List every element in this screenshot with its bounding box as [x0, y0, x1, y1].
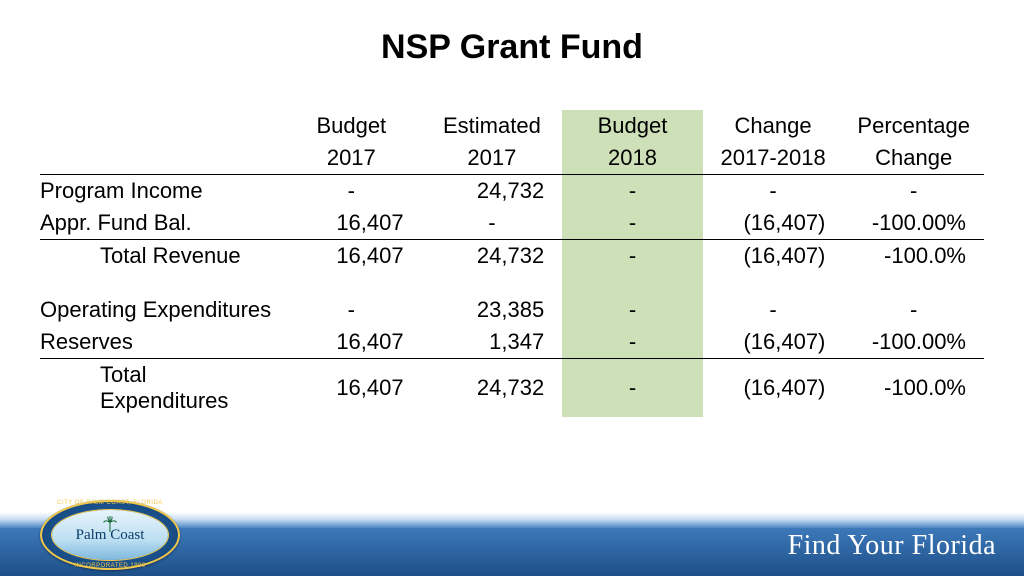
row-label: Program Income — [40, 175, 281, 208]
cell-value: 16,407 — [281, 240, 422, 273]
seal-bottom-arc-text: INCORPORATED 1999 — [40, 563, 180, 569]
col-header-bot: 2017 — [281, 142, 422, 175]
cell-value: - — [562, 207, 703, 240]
table-row: Appr. Fund Bal.16,407--(16,407)-100.00% — [40, 207, 984, 240]
col-header-bot: Change — [843, 142, 984, 175]
row-label: Appr. Fund Bal. — [40, 207, 281, 240]
cell-value: 24,732 — [422, 359, 563, 418]
row-label: Reserves — [40, 326, 281, 359]
col-header-top: Estimated — [422, 110, 563, 142]
table-body: Program Income-24,732---Appr. Fund Bal.1… — [40, 175, 984, 418]
table-head: BudgetEstimatedBudgetChangePercentage201… — [40, 110, 984, 175]
cell-value: 24,732 — [422, 175, 563, 208]
col-header-top: Budget — [562, 110, 703, 142]
city-seal: CITY OF PALM COAST, FLORIDA INCORPORATED… — [40, 500, 180, 570]
cell-value: (16,407) — [703, 240, 844, 273]
col-header-top — [40, 110, 281, 142]
cell-value: -100.0% — [843, 359, 984, 418]
cell-value: - — [703, 175, 844, 208]
budget-table: BudgetEstimatedBudgetChangePercentage201… — [40, 110, 984, 417]
cell-value: - — [562, 326, 703, 359]
cell-value: - — [562, 359, 703, 418]
cell-value: -100.0% — [843, 240, 984, 273]
table-row: Program Income-24,732--- — [40, 175, 984, 208]
cell-value: 1,347 — [422, 326, 563, 359]
budget-table-container: BudgetEstimatedBudgetChangePercentage201… — [40, 110, 984, 417]
cell-value: 16,407 — [281, 359, 422, 418]
cell-value: - — [843, 294, 984, 326]
cell-value: (16,407) — [703, 359, 844, 418]
cell-value: - — [422, 207, 563, 240]
page-title: NSP Grant Fund — [0, 28, 1024, 67]
col-header-top: Budget — [281, 110, 422, 142]
col-header-bot: 2017 — [422, 142, 563, 175]
cell-value: 24,732 — [422, 240, 563, 273]
cell-value: - — [281, 175, 422, 208]
cell-value: (16,407) — [703, 326, 844, 359]
col-header-top: Percentage — [843, 110, 984, 142]
seal-top-arc-text: CITY OF PALM COAST, FLORIDA — [40, 500, 180, 506]
palm-tree-icon — [102, 516, 118, 532]
cell-value: (16,407) — [703, 207, 844, 240]
cell-value: - — [281, 294, 422, 326]
col-header-bot: 2017-2018 — [703, 142, 844, 175]
row-label: Total Revenue — [40, 240, 281, 273]
cell-value: -100.00% — [843, 207, 984, 240]
footer: Find Your Florida CITY OF PALM COAST, FL… — [0, 506, 1024, 576]
footer-slogan: Find Your Florida — [788, 530, 996, 562]
table-row: Operating Expenditures-23,385--- — [40, 294, 984, 326]
cell-value: - — [562, 294, 703, 326]
table-row: Total Expenditures16,40724,732-(16,407)-… — [40, 359, 984, 418]
cell-value: - — [843, 175, 984, 208]
table-row — [40, 272, 984, 294]
cell-value: 16,407 — [281, 326, 422, 359]
col-header-bot — [40, 142, 281, 175]
cell-value: 23,385 — [422, 294, 563, 326]
col-header-bot: 2018 — [562, 142, 703, 175]
table-row: Total Revenue16,40724,732-(16,407)-100.0… — [40, 240, 984, 273]
cell-value: - — [562, 175, 703, 208]
slide: NSP Grant Fund BudgetEstimatedBudgetChan… — [0, 0, 1024, 576]
row-label: Total Expenditures — [40, 359, 281, 418]
row-label: Operating Expenditures — [40, 294, 281, 326]
col-header-top: Change — [703, 110, 844, 142]
cell-value: - — [562, 240, 703, 273]
cell-value: - — [703, 294, 844, 326]
cell-value: -100.00% — [843, 326, 984, 359]
table-row: Reserves16,4071,347-(16,407)-100.00% — [40, 326, 984, 359]
cell-value: 16,407 — [281, 207, 422, 240]
